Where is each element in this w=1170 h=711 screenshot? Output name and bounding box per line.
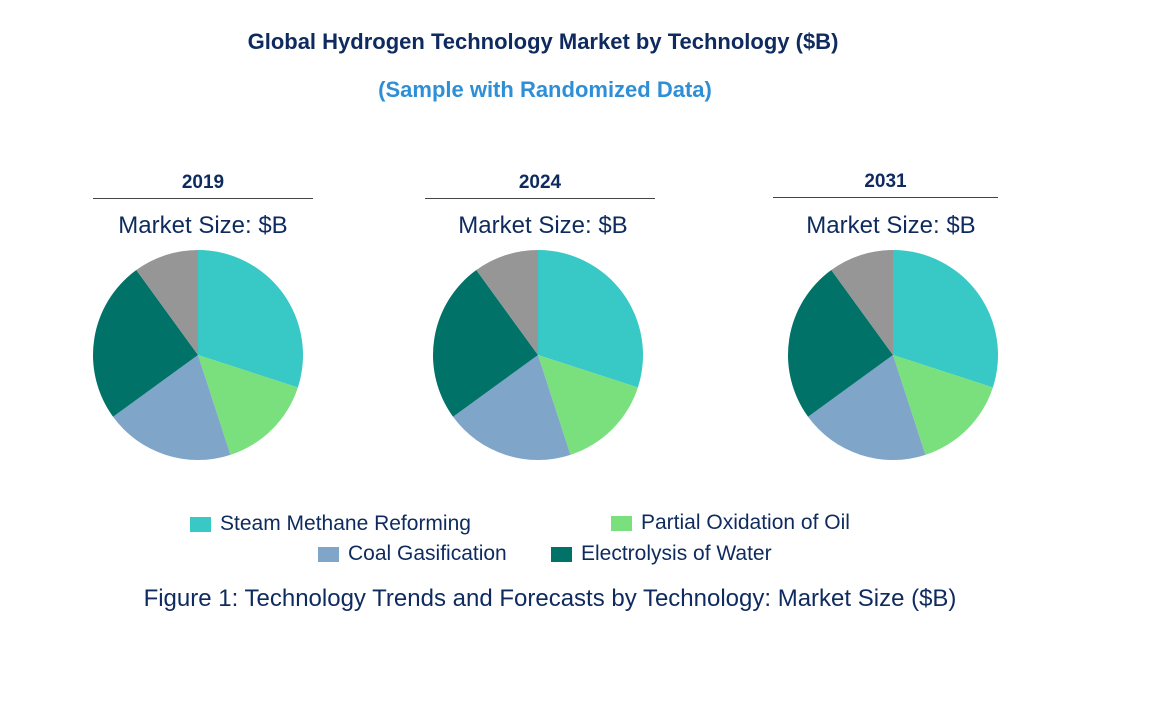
pie-slice-2019-3 (93, 270, 198, 417)
pie-slice-2024-3 (433, 270, 538, 417)
market-size-label-2031: Market Size: $B (806, 212, 976, 239)
legend-item-coal-gasification: Coal Gasification (318, 542, 507, 566)
pie-slice-2031-1 (893, 355, 993, 455)
pie-slice-2031-2 (808, 355, 926, 460)
legend-item-electrolysis: Electrolysis of Water (551, 542, 772, 566)
legend-label: Steam Methane Reforming (220, 512, 471, 535)
legend-swatch (551, 546, 572, 562)
pie-slice-2024-2 (453, 355, 571, 461)
pie-slice-2024-1 (538, 355, 638, 455)
legend-label: Partial Oxidation of Oil (641, 511, 850, 534)
pie-slice-2024-0 (538, 250, 644, 388)
pie-slice-2019-2 (113, 355, 231, 460)
pie-slice-2031-3 (788, 270, 893, 417)
legend-item-steam-methane: Steam Methane Reforming (190, 512, 471, 536)
chart-subtitle: (Sample with Randomized Data) (378, 77, 712, 102)
pie-slice-2031-4 (831, 250, 893, 355)
pie-slice-2019-0 (198, 250, 303, 388)
legend-item-partial-oxidation: Partial Oxidation of Oil (611, 511, 850, 535)
pie-slice-2031-0 (893, 250, 999, 388)
pie-year-2024: 2024 (425, 172, 655, 199)
pie-slice-2024-4 (476, 250, 538, 355)
legend-swatch (190, 516, 211, 532)
pie-slice-2019-1 (198, 355, 298, 455)
legend-label: Electrolysis of Water (581, 542, 772, 565)
market-size-label-2019: Market Size: $B (118, 212, 288, 239)
market-size-label-2024: Market Size: $B (458, 212, 628, 239)
legend-swatch (318, 546, 339, 562)
pie-slice-2019-4 (136, 250, 198, 355)
pie-year-2019: 2019 (93, 172, 313, 199)
legend-swatch (611, 515, 632, 531)
pie-year-2031: 2031 (773, 171, 998, 198)
figure-caption: Figure 1: Technology Trends and Forecast… (143, 585, 957, 612)
legend-label: Coal Gasification (348, 542, 507, 565)
chart-title: Global Hydrogen Technology Market by Tec… (247, 29, 839, 54)
